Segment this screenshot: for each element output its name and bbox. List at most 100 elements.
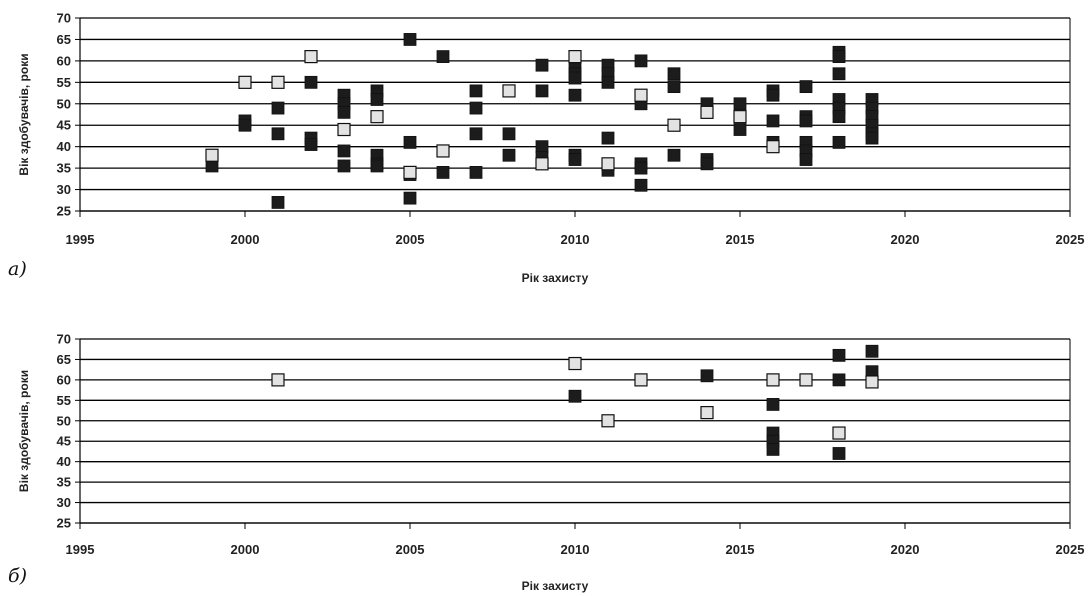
- y-tick-label: 35: [57, 161, 71, 176]
- data-point-dark: [799, 80, 813, 94]
- data-point-dark: [799, 114, 813, 128]
- data-point-dark: [799, 153, 813, 166]
- data-point-dark: [832, 50, 846, 63]
- data-point-dark: [766, 88, 780, 102]
- data-point-dark: [568, 71, 582, 85]
- data-point-dark: [304, 138, 318, 151]
- y-tick-label: 40: [57, 454, 71, 469]
- data-point-light: [502, 84, 516, 98]
- x-tick-label: 2000: [231, 232, 260, 247]
- data-point-dark: [733, 97, 747, 111]
- data-point-dark: [271, 127, 285, 141]
- data-point-dark: [502, 148, 516, 162]
- data-point-dark: [469, 165, 483, 179]
- data-point-light: [634, 373, 648, 387]
- data-point-dark: [469, 127, 483, 141]
- data-point-light: [403, 165, 417, 179]
- data-point-dark: [865, 131, 879, 145]
- x-tick-label: 2020: [891, 232, 920, 247]
- data-point-light: [601, 157, 615, 171]
- data-point-dark: [601, 131, 615, 145]
- data-point-light: [733, 110, 747, 124]
- data-point-dark: [271, 196, 285, 209]
- data-point-dark: [271, 101, 285, 115]
- x-tick-label: 2010: [561, 542, 590, 557]
- y-tick-label: 65: [57, 352, 71, 367]
- y-tick-label: 25: [57, 516, 71, 531]
- data-point-dark: [502, 127, 516, 141]
- data-point-light: [535, 157, 549, 171]
- data-point-dark: [568, 389, 582, 403]
- data-point-dark: [436, 50, 450, 63]
- x-tick-label: 2000: [231, 542, 260, 557]
- data-point-dark: [865, 344, 879, 358]
- y-tick-label: 55: [57, 393, 71, 408]
- data-point-dark: [337, 159, 351, 173]
- y-tick-label: 25: [57, 204, 71, 219]
- data-point-dark: [832, 348, 846, 362]
- data-point-dark: [403, 33, 417, 46]
- x-tick-label: 2005: [396, 232, 425, 247]
- chart-panel-2: 25 30 35 40 45 50 55 60 65 70 1995 2000 2005 2010 2015…: [8, 332, 1084, 594]
- data-point-light: [304, 49, 318, 64]
- data-point-dark: [535, 140, 549, 154]
- x-tick-label: 2015: [726, 542, 755, 557]
- data-point-dark: [667, 80, 681, 94]
- data-point-light: [700, 105, 714, 119]
- data-point-dark: [832, 135, 846, 149]
- data-point-dark: [766, 398, 780, 411]
- data-point-dark: [700, 369, 714, 383]
- x-tick-label: 2025: [1056, 232, 1085, 247]
- chart-panel-1: 25 30 35 40 45 50 55 60 65 70 1995 2000 2005 2010 2015…: [8, 11, 1084, 286]
- data-point-dark: [634, 178, 648, 192]
- y-tick-label: 40: [57, 139, 71, 154]
- data-point-light: [238, 75, 252, 89]
- data-point-dark: [535, 58, 549, 72]
- data-point-light: [271, 75, 285, 89]
- data-point-dark: [535, 84, 549, 98]
- x-tick-label: 2005: [396, 542, 425, 557]
- data-point-light: [370, 110, 384, 124]
- data-point-light: [700, 406, 714, 420]
- data-point-dark: [238, 118, 252, 132]
- x-tick-label: 1995: [66, 232, 95, 247]
- y-axis-title: Вік здобувачів, роки: [17, 370, 31, 492]
- y-axis-title: Вік здобувачів, роки: [17, 53, 31, 175]
- data-point-dark: [667, 67, 681, 81]
- y-tick-label: 70: [57, 332, 71, 347]
- data-point-dark: [469, 101, 483, 115]
- data-point-dark: [403, 191, 417, 205]
- data-point-light: [766, 373, 780, 387]
- data-point-light: [568, 356, 582, 371]
- panel-label: а): [8, 258, 27, 280]
- data-point-dark: [370, 159, 384, 173]
- data-point-light: [436, 144, 450, 158]
- data-point-dark: [304, 75, 318, 89]
- data-point-dark: [832, 447, 846, 460]
- data-point-light: [601, 414, 615, 428]
- y-tick-label: 30: [57, 182, 71, 197]
- data-point-dark: [667, 148, 681, 162]
- data-point-dark: [337, 105, 351, 119]
- data-point-dark: [832, 373, 846, 387]
- x-axis-title: Рік захисту: [522, 271, 589, 285]
- x-tick-label: 1995: [66, 542, 95, 557]
- data-point-light: [337, 122, 351, 137]
- y-tick-label: 50: [57, 96, 71, 111]
- data-point-light: [832, 426, 846, 440]
- y-tick-label: 35: [57, 475, 71, 490]
- data-point-dark: [832, 67, 846, 81]
- x-tick-label: 2015: [726, 232, 755, 247]
- data-point-dark: [634, 54, 648, 68]
- y-tick-label: 45: [57, 118, 71, 133]
- data-point-dark: [733, 123, 747, 136]
- y-tick-label: 65: [57, 32, 71, 47]
- data-point-dark: [766, 114, 780, 128]
- y-tick-label: 45: [57, 434, 71, 449]
- data-point-light: [799, 373, 813, 387]
- y-tick-label: 55: [57, 75, 71, 90]
- x-axis-title: Рік захисту: [522, 579, 589, 593]
- data-point-dark: [634, 161, 648, 175]
- data-point-light: [667, 118, 681, 132]
